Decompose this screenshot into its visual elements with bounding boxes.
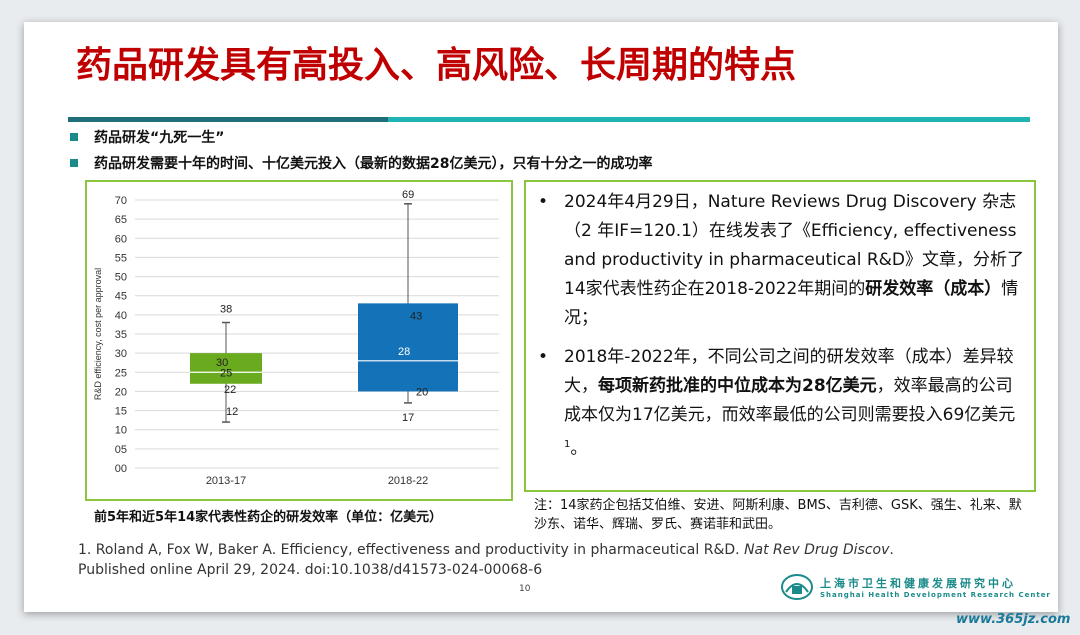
summary-text: 情况； [564, 279, 1019, 328]
y-tick-label: 40 [115, 310, 127, 322]
data-label: 12 [226, 406, 238, 418]
chart-caption: 前5年和近5年14家代表性药企的研发效率（单位：亿美元） [94, 510, 443, 525]
data-label: 25 [220, 367, 232, 379]
y-tick-label: 00 [115, 463, 127, 475]
reference-text: . Published online April 29, 2024. doi:1… [78, 542, 894, 578]
y-tick-label: 50 [115, 272, 127, 284]
summary-panel: • 2024年4月29日，Nature Reviews Drug Discove… [524, 180, 1036, 492]
data-label: 22 [224, 384, 236, 396]
bullet-dot: • [538, 192, 549, 212]
box-2013-17 [190, 353, 262, 384]
square-bullet-icon [70, 133, 78, 141]
slide-title: 药品研发具有高投入、高风险、长周期的特点 [76, 45, 797, 86]
x-tick-label: 2013-17 [206, 475, 246, 487]
x-tick-label: 2018-22 [388, 475, 428, 487]
chart-panel: 00 05 10 15 20 25 30 35 40 45 50 55 60 65 70 R&D effici… [85, 180, 513, 501]
bullet-dot: • [538, 347, 549, 367]
summary-text: 。 [570, 438, 588, 459]
y-tick-label: 70 [115, 195, 127, 207]
y-tick-label: 25 [115, 367, 127, 379]
logo-chinese-name: 上海市卫生和健康发展研究中心 [820, 577, 1016, 590]
y-tick-label: 30 [115, 348, 127, 360]
reference: 1. Roland A, Fox W, Baker A. Efficiency,… [78, 540, 938, 580]
divider-dark-segment [68, 117, 388, 122]
summary-item: • 2024年4月29日，Nature Reviews Drug Discove… [530, 188, 1026, 333]
y-tick-label: 05 [115, 444, 127, 456]
reference-journal: Nat Rev Drug Discov [744, 542, 890, 558]
y-axis-label: R&D efficiency, cost per approval [93, 268, 103, 400]
slide: 药品研发具有高投入、高风险、长周期的特点 药品研发“九死一生” 药品研发需要十年… [24, 22, 1058, 612]
divider-light-segment [388, 117, 1030, 122]
data-label: 28 [398, 346, 410, 358]
square-bullet-icon [70, 159, 78, 167]
y-tick-label: 55 [115, 252, 127, 264]
summary-item: • 2018年-2022年，不同公司之间的研发效率（成本）差异较大，每项新药批准… [530, 343, 1026, 464]
footnote-note: 注：14家药企包括艾伯维、安进、阿斯利康、BMS、吉利德、GSK、强生、礼来、默… [534, 498, 1022, 532]
bullet-text: 药品研发“九死一生” [94, 130, 225, 146]
bullet-text: 药品研发需要十年的时间、十亿美元投入（最新的数据28亿美元），只有十分之一的成功… [94, 156, 653, 172]
summary-bold: 研发效率（成本） [865, 279, 1002, 299]
y-tick-label: 60 [115, 233, 127, 245]
logo-emblem-icon [781, 574, 813, 600]
y-tick-label: 35 [115, 329, 127, 341]
organization-logo: 上海市卫生和健康发展研究中心 Shanghai Health Developme… [780, 572, 1051, 602]
data-label: 20 [416, 386, 428, 398]
data-label: 30 [216, 357, 228, 369]
summary-text: 2018年-2022年，不同公司之间的研发效率（成本）差异较大， [564, 347, 1014, 396]
y-tick-label: 20 [115, 386, 127, 398]
summary-text: ，效率最高的公司成本仅为17亿美元，而效率最低的公司则需要投入69亿美元 [564, 376, 1016, 425]
y-tick-label: 15 [115, 406, 127, 418]
bullet-item: 药品研发“九死一生” [70, 124, 652, 150]
footnote-marker: 1 [564, 439, 571, 450]
data-label: 69 [402, 189, 414, 201]
y-tick-label: 65 [115, 214, 127, 226]
box-2018-22 [358, 303, 458, 392]
summary-text: 2024年4月29日，Nature Reviews Drug Discovery… [564, 192, 1024, 299]
reference-text: 1. Roland A, Fox W, Baker A. Efficiency,… [78, 542, 745, 558]
bullet-list: 药品研发“九死一生” 药品研发需要十年的时间、十亿美元投入（最新的数据28亿美元… [70, 124, 652, 176]
page-number: 10 [519, 584, 531, 594]
watermark: www.365jz.com [956, 612, 1071, 627]
title-divider [68, 117, 1030, 122]
summary-bold: 每项新药批准的中位成本为28亿美元 [598, 376, 877, 396]
data-label: 43 [410, 310, 422, 322]
bullet-item: 药品研发需要十年的时间、十亿美元投入（最新的数据28亿美元），只有十分之一的成功… [70, 150, 652, 176]
data-label: 38 [220, 304, 232, 316]
y-tick-label: 45 [115, 291, 127, 303]
data-label: 17 [402, 412, 414, 424]
logo-english-name: Shanghai Health Development Research Cen… [820, 591, 1051, 599]
y-tick-label: 10 [115, 425, 127, 437]
